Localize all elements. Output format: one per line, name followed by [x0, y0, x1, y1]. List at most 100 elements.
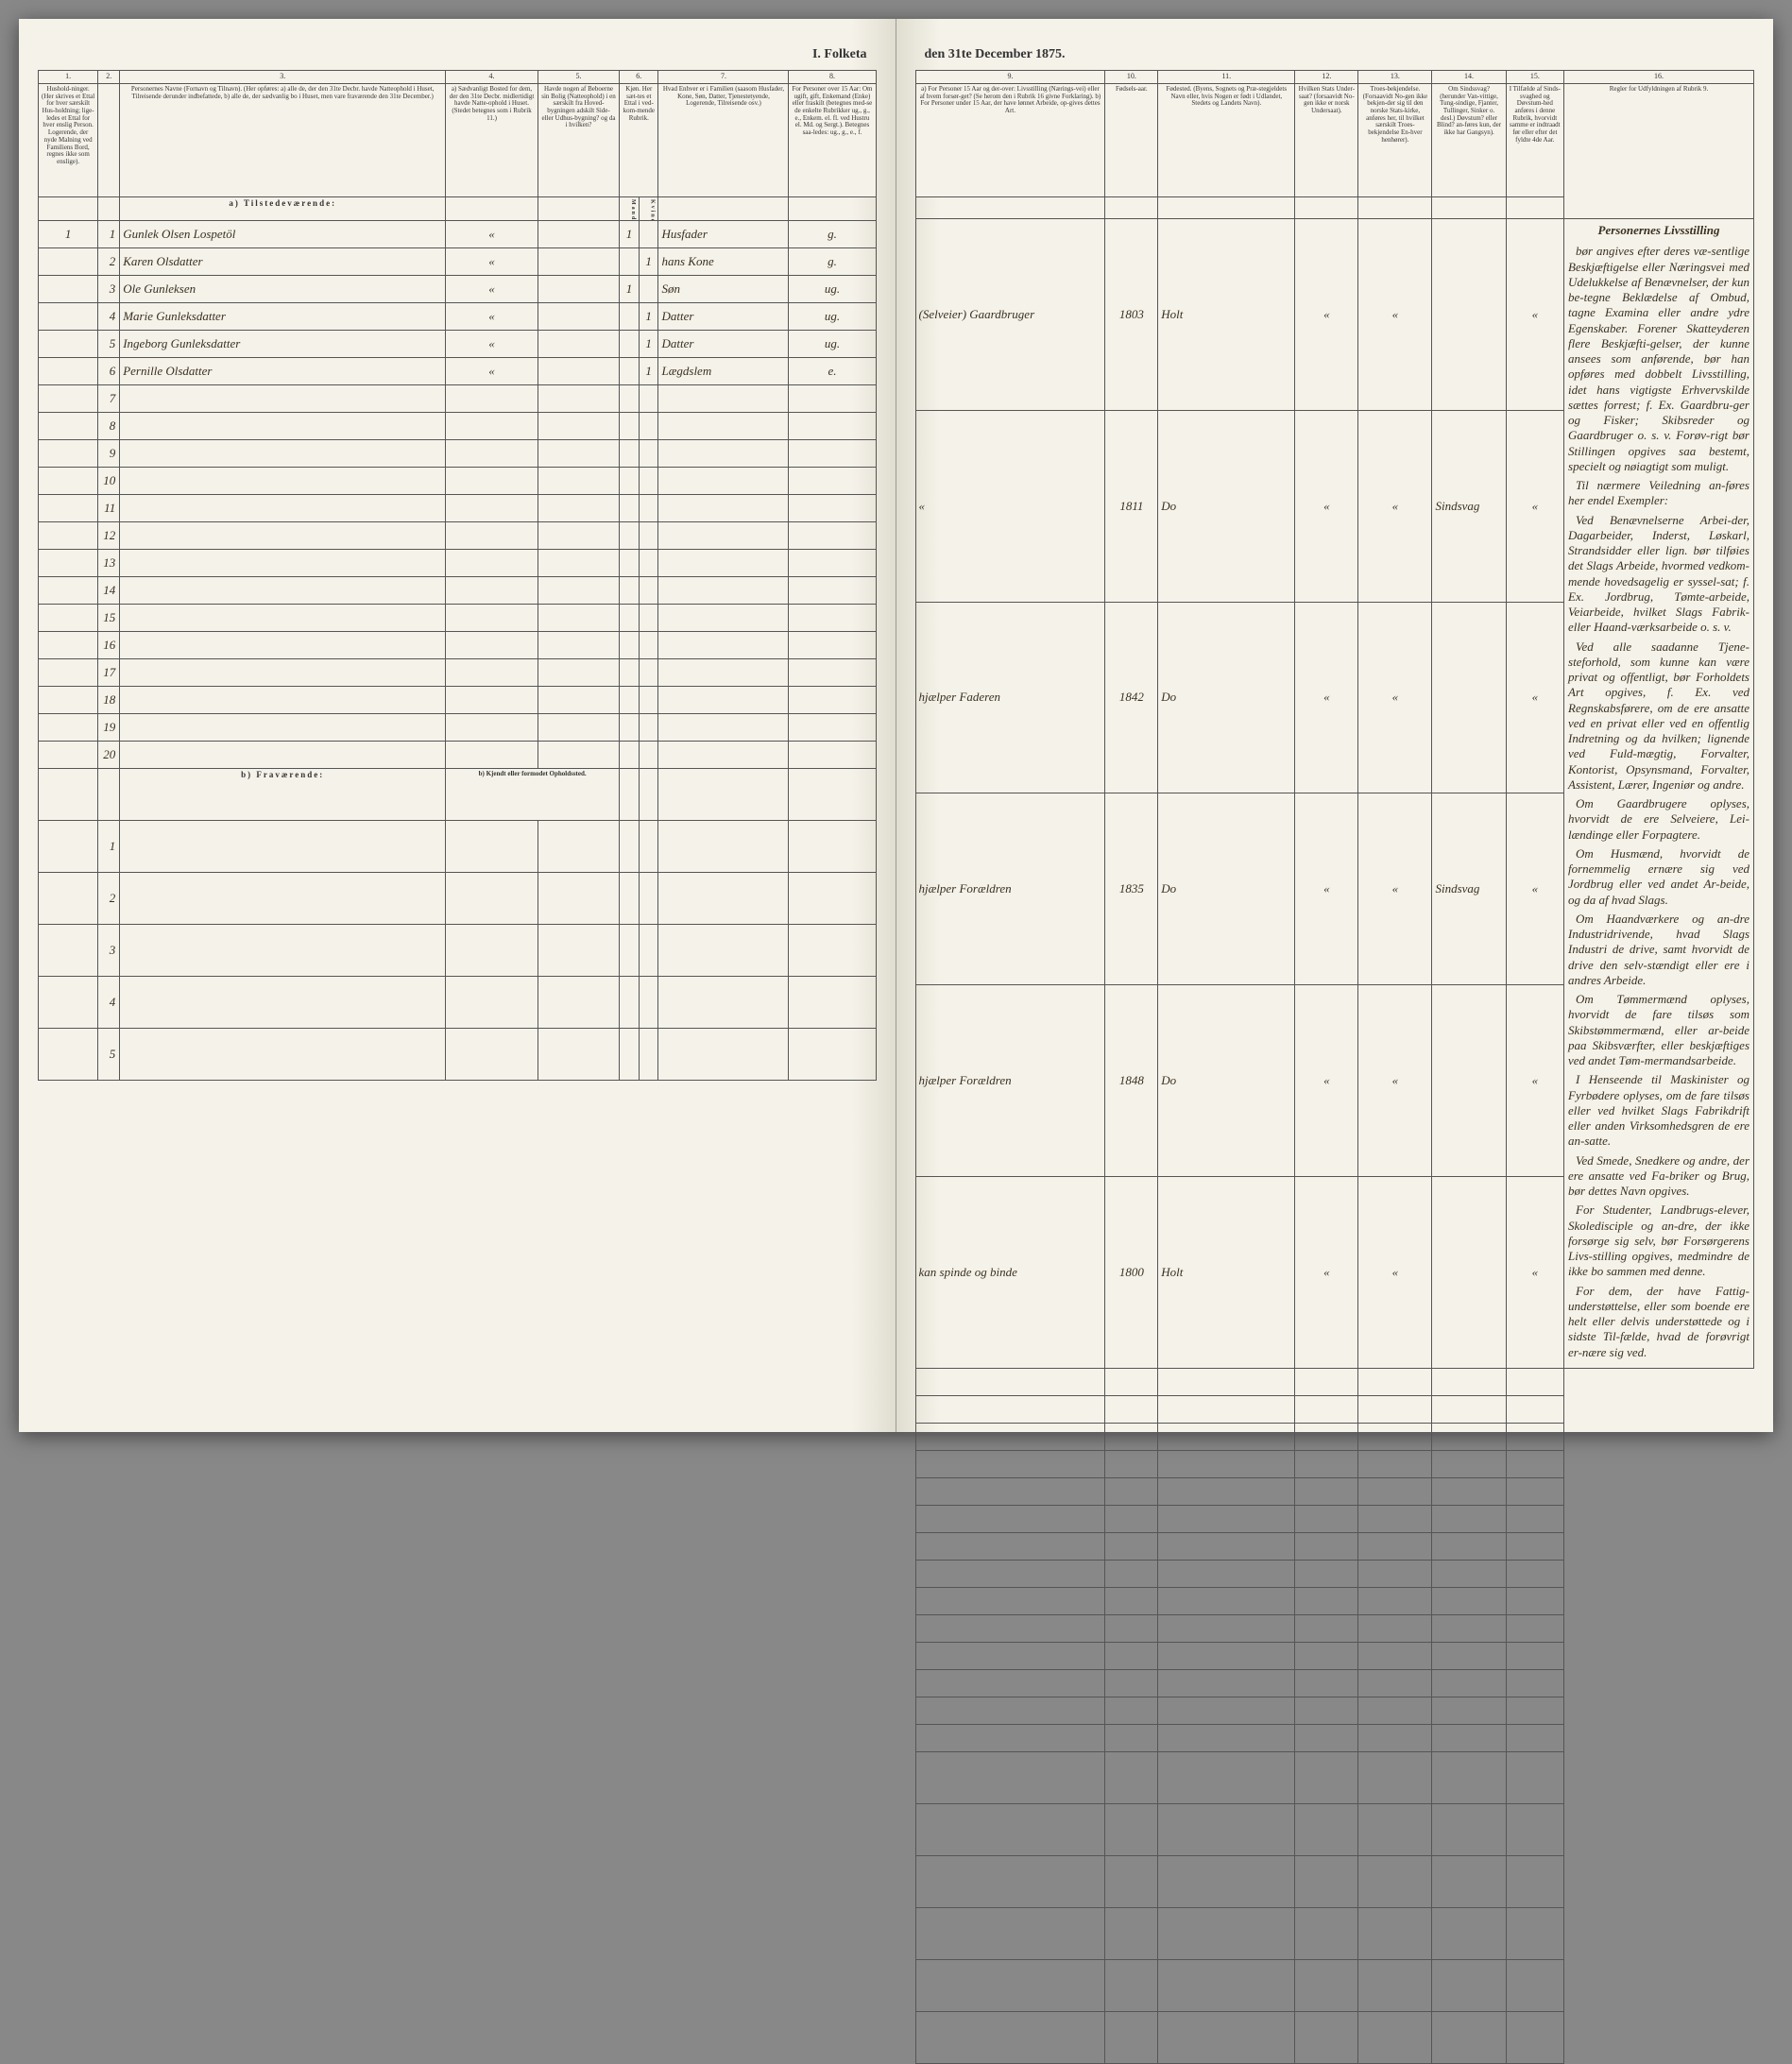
table-row [915, 1614, 1754, 1642]
colnum: 11. [1158, 71, 1295, 84]
table-row [915, 1395, 1754, 1423]
row-num: 3 [98, 925, 120, 977]
row-num: 3 [98, 276, 120, 303]
row-num: 20 [98, 742, 120, 769]
table-row: 3Ole Gunleksen«1Sønug. [39, 276, 877, 303]
colnum: 6. [620, 71, 658, 84]
family-role: Datter [658, 303, 789, 331]
birthplace: Do [1158, 793, 1295, 985]
colnum: 4. [446, 71, 538, 84]
table-row [915, 1697, 1754, 1724]
birth-year: 1842 [1105, 602, 1158, 793]
table-row: 5 [39, 1029, 877, 1081]
col-header: a) For Personer 15 Aar og der-over: Livs… [915, 84, 1105, 197]
residence: « [446, 331, 538, 358]
table-row [915, 1724, 1754, 1751]
rules-sidebar: Personernes Livsstillingbør angives efte… [1564, 219, 1754, 1369]
row-num: 14 [98, 577, 120, 605]
family-role: Søn [658, 276, 789, 303]
household-num [39, 358, 98, 385]
col-header: Hushold-ninger. (Her skrives et Ettal fo… [39, 84, 98, 197]
table-row: 4Marie Gunleksdatter«1Datterug. [39, 303, 877, 331]
table-row: 6Pernille Olsdatter«1Lægdsleme. [39, 358, 877, 385]
residence: « [446, 276, 538, 303]
outbuilding [538, 358, 619, 385]
col-header: Kjøn. Her sæt-tes et Ettal i ved-kom-men… [620, 84, 658, 197]
occupation: « [915, 410, 1105, 602]
row-num: 19 [98, 714, 120, 742]
birth-year: 1848 [1105, 985, 1158, 1177]
census-table-left: 1. 2. 3. 4. 5. 6. 7. 8. Hushold-ninger. … [38, 70, 877, 1081]
row-num: 17 [98, 659, 120, 687]
disability [1432, 1176, 1506, 1368]
row-num: 9 [98, 440, 120, 468]
colnum: 2. [98, 71, 120, 84]
sex-female: 1 [639, 248, 658, 276]
sex-male [620, 358, 640, 385]
occupation: (Selveier) Gaardbruger [915, 219, 1105, 411]
birthplace: Do [1158, 602, 1295, 793]
colnum: 1. [39, 71, 98, 84]
table-row: 19 [39, 714, 877, 742]
row-num: 10 [98, 468, 120, 495]
household-num: 1 [39, 221, 98, 248]
col-header: For Personer over 15 Aar: Om ugift, gift… [789, 84, 876, 197]
table-row: 12 [39, 522, 877, 550]
birthplace: Holt [1158, 219, 1295, 411]
table-row: 17 [39, 659, 877, 687]
col-header: Personernes Navne (Fornavn og Tilnavn). … [120, 84, 446, 197]
sex-female: 1 [639, 331, 658, 358]
person-name: Karen Olsdatter [120, 248, 446, 276]
marital: ug. [789, 331, 876, 358]
disability [1432, 602, 1506, 793]
disability [1432, 219, 1506, 411]
colnum: 8. [789, 71, 876, 84]
table-row: 4 [39, 977, 877, 1029]
household-num [39, 276, 98, 303]
residence: « [446, 248, 538, 276]
colnum: 14. [1432, 71, 1506, 84]
table-row: 9 [39, 440, 877, 468]
row-num: 4 [98, 303, 120, 331]
table-row [915, 1642, 1754, 1669]
outbuilding [538, 248, 619, 276]
right-page: den 31te December 1875. 9. 10. 11. 12. 1… [896, 19, 1774, 1432]
marital: g. [789, 248, 876, 276]
residence: « [446, 358, 538, 385]
family-role: Datter [658, 331, 789, 358]
disability-age: « [1506, 1176, 1563, 1368]
disability: Sindsvag [1432, 410, 1506, 602]
row-num: 11 [98, 495, 120, 522]
table-row [915, 1450, 1754, 1477]
occupation: hjælper Faderen [915, 602, 1105, 793]
outbuilding [538, 221, 619, 248]
religion: « [1358, 219, 1432, 411]
sex-female: 1 [639, 303, 658, 331]
citizenship: « [1295, 410, 1358, 602]
row-num: 2 [98, 873, 120, 925]
occupation: hjælper Forældren [915, 793, 1105, 985]
family-role: Husfader [658, 221, 789, 248]
row-num: 8 [98, 413, 120, 440]
subhead-female: Kvindekjøn. [639, 197, 658, 221]
sex-male [620, 248, 640, 276]
section-b-right: b) Kjendt eller formodet Opholdssted. [446, 769, 620, 821]
page-title-left: I. Folketa [38, 47, 877, 62]
row-num: 5 [98, 1029, 120, 1081]
row-num: 1 [98, 221, 120, 248]
col-header: I Tilfælde af Sinds-svaghed og Døvstum-h… [1506, 84, 1563, 197]
birthplace: Do [1158, 985, 1295, 1177]
birth-year: 1803 [1105, 219, 1158, 411]
table-row: 1 [39, 821, 877, 873]
disability-age: « [1506, 410, 1563, 602]
birthplace: Do [1158, 410, 1295, 602]
row-num: 15 [98, 605, 120, 632]
person-name: Ingeborg Gunleksdatter [120, 331, 446, 358]
religion: « [1358, 1176, 1432, 1368]
census-table-right: 9. 10. 11. 12. 13. 14. 15. 16. a) For Pe… [915, 70, 1755, 2064]
sex-male: 1 [620, 221, 640, 248]
col-header: Havde nogen af Beboerne sin Bolig (Natte… [538, 84, 619, 197]
colnum: 7. [658, 71, 789, 84]
sex-male: 1 [620, 276, 640, 303]
col-header: Fødsels-aar. [1105, 84, 1158, 197]
